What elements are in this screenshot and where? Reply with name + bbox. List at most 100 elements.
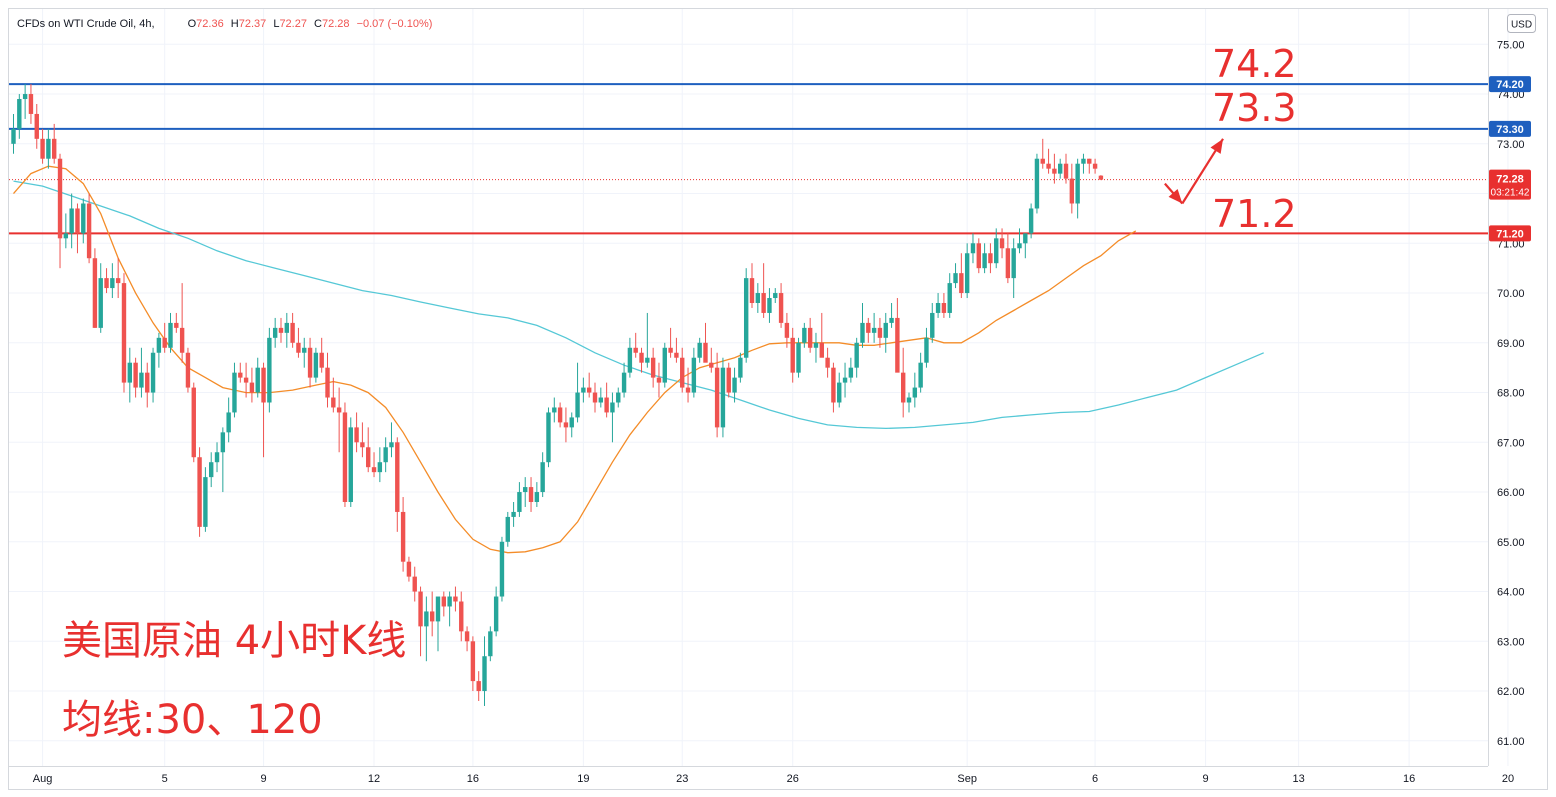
candle-body [104, 278, 109, 289]
candle-body [569, 417, 574, 428]
y-tick-label: 70.00 [1497, 288, 1525, 300]
moving-averages [13, 165, 1264, 554]
x-tick-label: 5 [162, 773, 168, 785]
candle-body [604, 397, 609, 413]
y-tick-label: 67.00 [1497, 437, 1525, 449]
arrows [1164, 138, 1224, 205]
candle-body [709, 362, 714, 368]
candle-body [214, 452, 220, 463]
candle-body [261, 367, 266, 403]
currency-badge[interactable]: USD [1507, 14, 1536, 33]
price-axis[interactable]: 75.0074.0073.0072.0071.0070.0069.0068.00… [1497, 39, 1525, 748]
candle-body [1081, 158, 1086, 164]
candle-body [848, 367, 854, 378]
candle-body [278, 327, 284, 333]
candle-body [453, 596, 458, 602]
candle-body [40, 138, 45, 159]
annotation-title: 美国原油 4小时K线 [62, 618, 406, 664]
candle-body [313, 352, 319, 378]
candle-body [418, 591, 423, 627]
candle-body [476, 681, 481, 692]
price-tag [1489, 225, 1531, 242]
legend-low-label: L [273, 18, 279, 30]
candle-body [994, 238, 999, 264]
candle-body [523, 487, 528, 493]
candle-body [110, 278, 115, 289]
legend-change: −0.07 (−0.10%) [357, 18, 433, 30]
candle-body [761, 293, 766, 313]
candle-body [819, 342, 824, 358]
candle-body [645, 357, 650, 363]
candle-body [470, 641, 476, 682]
candle-body [592, 392, 598, 403]
candle-body [441, 596, 447, 607]
x-tick-label: 13 [1292, 773, 1304, 785]
candle-body [400, 511, 406, 562]
candle-body [1023, 233, 1028, 244]
annotation-subtitle: 均线:30、120 [62, 697, 323, 743]
candle-body [482, 656, 487, 692]
candle-body [203, 477, 208, 527]
candle-body [918, 362, 923, 388]
candle-body [319, 352, 324, 368]
candle-body [691, 357, 697, 393]
candle-body [168, 322, 173, 348]
candle-body [906, 397, 912, 403]
candle-body [389, 442, 394, 448]
candle-body [1040, 158, 1045, 164]
candle-body [552, 407, 557, 413]
candle-body [732, 377, 737, 393]
candle-body [1075, 163, 1080, 204]
candle-body [1058, 163, 1063, 174]
candle-body [342, 412, 348, 502]
y-tick-label: 68.00 [1497, 388, 1525, 400]
legend-high-value: 72.37 [239, 18, 267, 30]
y-tick-label: 63.00 [1497, 636, 1525, 648]
candle-body [429, 611, 435, 622]
candle-body [982, 253, 987, 269]
candle-body [714, 367, 720, 428]
candle-body [639, 352, 644, 363]
candle-body [366, 447, 371, 468]
candle-body [81, 203, 86, 234]
candle-body [243, 377, 249, 383]
candle-body [842, 377, 848, 383]
x-tick-label: 20 [1502, 773, 1514, 785]
candle-body [807, 327, 813, 348]
candle-body [179, 327, 185, 353]
candle-body [290, 322, 295, 343]
candle-body [57, 158, 63, 239]
candle-body [900, 372, 906, 403]
candle-body [412, 576, 417, 592]
candle-body [162, 337, 167, 348]
current-price-tag [1489, 169, 1531, 200]
candle-body [150, 352, 156, 393]
legend-open-value: 72.36 [196, 18, 224, 30]
price-tags: 74.20 73.30 71.20 72.28 03:21:42 [1489, 76, 1531, 242]
price-tag [1489, 120, 1531, 137]
candle-body [871, 327, 877, 333]
legend-header: CFDs on WTI Crude Oil, 4h, O72.36 H72.37… [17, 18, 432, 30]
candle-body [738, 357, 743, 378]
candle-body [435, 596, 441, 622]
candle-body [209, 462, 214, 478]
candle-body [540, 462, 545, 493]
candle-body [796, 342, 801, 373]
candle-body [557, 407, 563, 423]
candle-body [650, 357, 656, 378]
candle-body [1063, 163, 1069, 179]
y-tick-label: 62.00 [1497, 686, 1525, 698]
candle-body [493, 596, 499, 632]
time-axis[interactable]: Aug 5 9 12 16 19 23 26 Sep 6 9 13 16 20 [33, 773, 1514, 785]
candle-body [935, 303, 941, 313]
candle-body [517, 492, 522, 512]
candle-body [127, 362, 132, 383]
candle-body [633, 347, 638, 353]
candle-body [185, 352, 191, 388]
candle-body [226, 412, 231, 433]
y-tick-label: 75.00 [1497, 39, 1525, 51]
current-price-label: 72.28 [1496, 174, 1524, 186]
candle-body [302, 347, 307, 353]
candle-body [831, 367, 836, 403]
